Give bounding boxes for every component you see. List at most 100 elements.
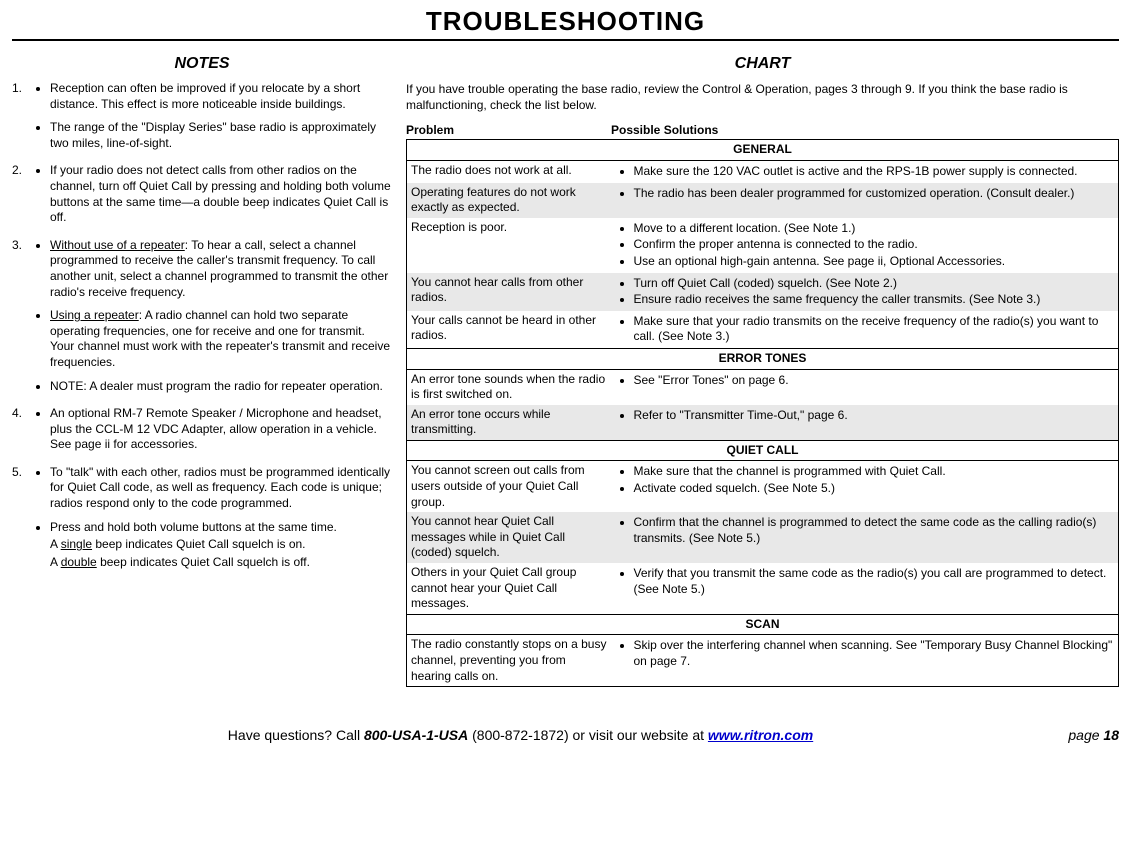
notes-item: 1.Reception can often be improved if you… — [12, 81, 392, 159]
troubleshooting-table: GENERALThe radio does not work at all. Ma… — [406, 139, 1119, 687]
notes-heading: NOTES — [12, 55, 392, 73]
section-header-row: GENERAL — [407, 140, 1119, 161]
section-title: QUIET CALL — [407, 440, 1119, 461]
notes-item: 5. To "talk" with each other, radios must… — [12, 465, 392, 579]
problem-cell: The radio does not work at all. — [407, 160, 612, 182]
notes-item-number: 4. — [12, 406, 30, 461]
table-row: Reception is poor. Move to a different lo… — [407, 218, 1119, 273]
chart-header-row: Problem Possible Solutions — [406, 123, 1119, 137]
section-title: SCAN — [407, 614, 1119, 635]
problem-cell: Your calls cannot be heard in other radi… — [407, 311, 612, 349]
table-row: You cannot screen out calls from users o… — [407, 461, 1119, 512]
solution-item: Use an optional high-gain antenna. See p… — [634, 254, 1115, 270]
table-row: An error tone sounds when the radio is f… — [407, 369, 1119, 405]
notes-bullet: The range of the "Display Series" base r… — [50, 120, 392, 151]
solutions-cell: Confirm that the channel is programmed t… — [612, 512, 1119, 563]
section-title: GENERAL — [407, 140, 1119, 161]
notes-item-number: 1. — [12, 81, 30, 159]
solutions-list: Make sure that your radio transmits on t… — [616, 314, 1115, 345]
notes-item-number: 3. — [12, 238, 30, 402]
solutions-list: Verify that you transmit the same code a… — [616, 566, 1115, 597]
notes-bullet: NOTE: A dealer must program the radio fo… — [50, 379, 392, 395]
notes-bullet: Using a repeater: A radio channel can ho… — [50, 308, 392, 370]
problem-cell: You cannot hear Quiet Call messages whil… — [407, 512, 612, 563]
solution-item: See "Error Tones" on page 6. — [634, 373, 1115, 389]
notes-item-bullets: If your radio does not detect calls from… — [30, 163, 392, 233]
notes-bullet: If your radio does not detect calls from… — [50, 163, 392, 225]
solution-item: Move to a different location. (See Note … — [634, 221, 1115, 237]
table-row: The radio does not work at all. Make sure… — [407, 160, 1119, 182]
solution-item: Turn off Quiet Call (coded) squelch. (Se… — [634, 276, 1115, 292]
solutions-list: Skip over the interfering channel when s… — [616, 638, 1115, 669]
solutions-list: Make sure that the channel is programmed… — [616, 464, 1115, 496]
section-header-row: ERROR TONES — [407, 348, 1119, 369]
solution-item: Make sure that the channel is programmed… — [634, 464, 1115, 480]
solution-item: Make sure that your radio transmits on t… — [634, 314, 1115, 345]
notes-bullet: Without use of a repeater: To hear a cal… — [50, 238, 392, 300]
table-row: Operating features do not work exactly a… — [407, 183, 1119, 218]
chart-heading: CHART — [406, 55, 1119, 73]
solutions-cell: Verify that you transmit the same code a… — [612, 563, 1119, 614]
notes-item-bullets: Without use of a repeater: To hear a cal… — [30, 238, 392, 402]
table-row: You cannot hear calls from other radios.… — [407, 273, 1119, 311]
solutions-cell: Make sure the 120 VAC outlet is active a… — [612, 160, 1119, 182]
problem-cell: An error tone sounds when the radio is f… — [407, 369, 612, 405]
notes-item-bullets: Reception can often be improved if you r… — [30, 81, 392, 159]
footer-phone-paren: (800-872-1872) or visit our website at — [472, 727, 708, 743]
solutions-cell: The radio has been dealer programmed for… — [612, 183, 1119, 218]
col-header-solutions: Possible Solutions — [611, 123, 1119, 137]
table-row: Others in your Quiet Call group cannot h… — [407, 563, 1119, 614]
section-header-row: SCAN — [407, 614, 1119, 635]
notes-bullet: To "talk" with each other, radios must b… — [50, 465, 392, 512]
page-footer: Have questions? Call 800-USA-1-USA (800-… — [12, 727, 1119, 743]
solution-item: Refer to "Transmitter Time-Out," page 6. — [634, 408, 1115, 424]
solutions-list: Confirm that the channel is programmed t… — [616, 515, 1115, 546]
solutions-list: See "Error Tones" on page 6. — [616, 373, 1115, 389]
solutions-cell: Skip over the interfering channel when s… — [612, 635, 1119, 687]
table-row: The radio constantly stops on a busy cha… — [407, 635, 1119, 687]
solution-item: The radio has been dealer programmed for… — [634, 186, 1115, 202]
problem-cell: You cannot screen out calls from users o… — [407, 461, 612, 512]
section-title: ERROR TONES — [407, 348, 1119, 369]
notes-bullet: An optional RM-7 Remote Speaker / Microp… — [50, 406, 392, 453]
col-header-problem: Problem — [406, 123, 611, 137]
title-rule — [12, 39, 1119, 41]
problem-cell: An error tone occurs while transmitting. — [407, 405, 612, 441]
solution-item: Make sure the 120 VAC outlet is active a… — [634, 164, 1115, 180]
notes-list: 1.Reception can often be improved if you… — [12, 81, 392, 578]
solutions-cell: Make sure that the channel is programmed… — [612, 461, 1119, 512]
notes-item-number: 5. — [12, 465, 30, 579]
footer-question: Have questions? Call — [228, 727, 364, 743]
notes-item-bullets: To "talk" with each other, radios must b… — [30, 465, 392, 579]
notes-item-number: 2. — [12, 163, 30, 233]
problem-cell: The radio constantly stops on a busy cha… — [407, 635, 612, 687]
chart-intro: If you have trouble operating the base r… — [406, 81, 1119, 113]
notes-item: 4. An optional RM-7 Remote Speaker / Micr… — [12, 406, 392, 461]
table-row: An error tone occurs while transmitting.… — [407, 405, 1119, 441]
solutions-cell: Make sure that your radio transmits on t… — [612, 311, 1119, 349]
notes-item: 2. If your radio does not detect calls fr… — [12, 163, 392, 233]
problem-cell: You cannot hear calls from other radios. — [407, 273, 612, 311]
solution-item: Skip over the interfering channel when s… — [634, 638, 1115, 669]
solution-item: Confirm that the channel is programmed t… — [634, 515, 1115, 546]
table-row: You cannot hear Quiet Call messages whil… — [407, 512, 1119, 563]
footer-page-number: 18 — [1103, 727, 1119, 743]
footer-phone-bold: 800-USA-1-USA — [364, 727, 468, 743]
table-row: Your calls cannot be heard in other radi… — [407, 311, 1119, 349]
page-title: TROUBLESHOOTING — [12, 6, 1119, 37]
solutions-cell: Move to a different location. (See Note … — [612, 218, 1119, 273]
solutions-list: The radio has been dealer programmed for… — [616, 186, 1115, 202]
problem-cell: Operating features do not work exactly a… — [407, 183, 612, 218]
solutions-list: Make sure the 120 VAC outlet is active a… — [616, 164, 1115, 180]
solutions-list: Move to a different location. (See Note … — [616, 221, 1115, 270]
solution-item: Ensure radio receives the same frequency… — [634, 292, 1115, 308]
problem-cell: Others in your Quiet Call group cannot h… — [407, 563, 612, 614]
problem-cell: Reception is poor. — [407, 218, 612, 273]
section-header-row: QUIET CALL — [407, 440, 1119, 461]
notes-item-bullets: An optional RM-7 Remote Speaker / Microp… — [30, 406, 392, 461]
footer-url-link[interactable]: www.ritron.com — [708, 727, 813, 743]
solutions-cell: Refer to "Transmitter Time-Out," page 6. — [612, 405, 1119, 441]
footer-page-label: page — [1068, 727, 1103, 743]
solutions-list: Refer to "Transmitter Time-Out," page 6. — [616, 408, 1115, 424]
solution-item: Verify that you transmit the same code a… — [634, 566, 1115, 597]
